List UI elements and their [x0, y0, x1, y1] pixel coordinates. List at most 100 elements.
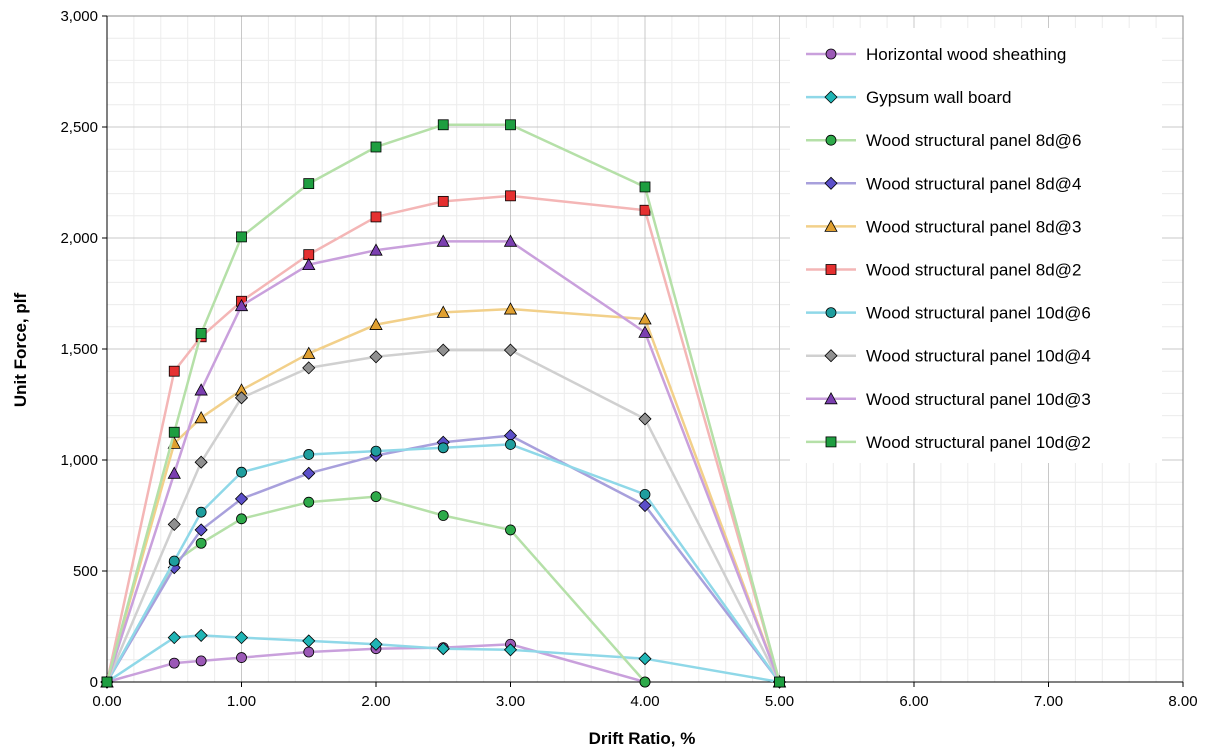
legend-marker: [824, 219, 838, 232]
data-point: [503, 302, 518, 315]
data-point: [303, 496, 315, 508]
legend-item: Wood structural panel 10d@2: [806, 433, 1091, 452]
data-point: [236, 513, 247, 525]
series-group: [100, 119, 787, 689]
data-point: [236, 231, 247, 243]
data-point: [370, 491, 382, 503]
data-point: [167, 466, 181, 479]
legend-item: Wood structural panel 8d@2: [806, 261, 1081, 280]
data-point: [195, 655, 207, 667]
data-point: [436, 234, 450, 247]
data-point: [194, 383, 208, 396]
data-point: [234, 492, 249, 506]
y-axis-title: Unit Force, plf: [11, 293, 30, 408]
data-point: [505, 119, 516, 131]
legend-label: Wood structural panel 8d@6: [866, 131, 1081, 150]
x-tick-label: 0.00: [92, 693, 121, 710]
y-tick-label: 1,500: [60, 341, 98, 358]
data-point: [638, 652, 652, 666]
y-tick-label: 2,500: [60, 119, 98, 136]
data-point: [101, 676, 113, 688]
data-point: [369, 350, 383, 364]
legend-marker: [824, 391, 838, 405]
legend-label: Wood structural panel 8d@4: [866, 174, 1081, 193]
data-point: [437, 195, 449, 207]
data-point: [168, 426, 180, 438]
data-point: [303, 449, 315, 460]
data-point: [639, 489, 651, 500]
data-point: [638, 498, 652, 513]
data-point: [369, 243, 383, 256]
data-point: [639, 676, 651, 688]
legend-item: Wood structural panel 8d@4: [806, 174, 1081, 193]
data-point: [369, 637, 383, 651]
data-point: [194, 410, 208, 424]
data-point: [234, 391, 249, 405]
data-point: [370, 141, 382, 153]
legend-marker: [824, 90, 838, 104]
data-point: [370, 211, 382, 223]
data-point: [194, 523, 208, 537]
data-point: [638, 412, 652, 426]
series-line: [105, 443, 781, 683]
data-point: [167, 517, 181, 531]
legend-item: Horizontal wood sheathing: [806, 45, 1066, 64]
legend-label: Wood structural panel 10d@4: [866, 347, 1091, 366]
legend-marker: [825, 436, 837, 448]
y-tick-label: 2,000: [60, 230, 98, 247]
legend-label: Gypsum wall board: [866, 88, 1012, 107]
x-tick-label: 8.00: [1168, 693, 1197, 710]
data-point: [436, 642, 450, 656]
data-point: [503, 643, 518, 657]
legend-marker: [824, 176, 838, 190]
data-point: [195, 328, 207, 339]
legend-label: Wood structural panel 10d@6: [866, 304, 1091, 323]
data-point: [503, 234, 518, 247]
x-tick-label: 2.00: [361, 693, 390, 710]
legend-item: Wood structural panel 10d@3: [806, 390, 1091, 409]
data-point: [236, 466, 247, 478]
legend-item: Wood structural panel 10d@6: [806, 304, 1091, 323]
data-point: [168, 555, 180, 567]
y-tick-label: 0: [90, 674, 98, 691]
legend-item: Gypsum wall board: [806, 88, 1012, 107]
data-point: [195, 506, 207, 518]
legend-item: Wood structural panel 10d@4: [806, 347, 1091, 366]
data-point: [302, 361, 316, 375]
legend-label: Wood structural panel 8d@2: [866, 261, 1081, 280]
data-point: [436, 305, 450, 318]
data-point: [302, 257, 316, 271]
series-line: [105, 348, 781, 683]
legend-marker: [825, 134, 837, 146]
x-tick-label: 5.00: [765, 693, 794, 710]
series-2: [100, 628, 787, 689]
data-point: [505, 439, 516, 450]
y-tick-label: 500: [73, 563, 98, 580]
data-point: [234, 631, 249, 645]
data-point: [437, 510, 449, 521]
legend-label: Wood structural panel 8d@3: [866, 217, 1081, 236]
y-tick-label: 3,000: [60, 8, 98, 25]
y-tick-label: 1,000: [60, 452, 98, 469]
data-point: [369, 317, 383, 330]
legend: Horizontal wood sheathing Gypsum wall boa…: [790, 28, 1162, 463]
legend-box: [790, 28, 1162, 463]
x-tick-label: 7.00: [1034, 693, 1063, 710]
legend-label: Horizontal wood sheathing: [866, 45, 1066, 64]
data-point: [194, 628, 208, 642]
legend-marker: [824, 349, 838, 363]
legend-marker: [825, 48, 837, 60]
data-point: [436, 343, 450, 357]
legend-item: Wood structural panel 8d@3: [806, 217, 1081, 236]
legend-marker: [825, 264, 837, 275]
data-point: [194, 455, 208, 469]
data-point: [437, 119, 449, 131]
legend-marker: [825, 307, 837, 319]
legend-label: Wood structural panel 10d@3: [866, 390, 1091, 409]
data-point: [303, 646, 315, 658]
legend-label: Wood structural panel 10d@2: [866, 433, 1091, 452]
data-point: [302, 346, 316, 359]
series-line: [106, 634, 780, 684]
